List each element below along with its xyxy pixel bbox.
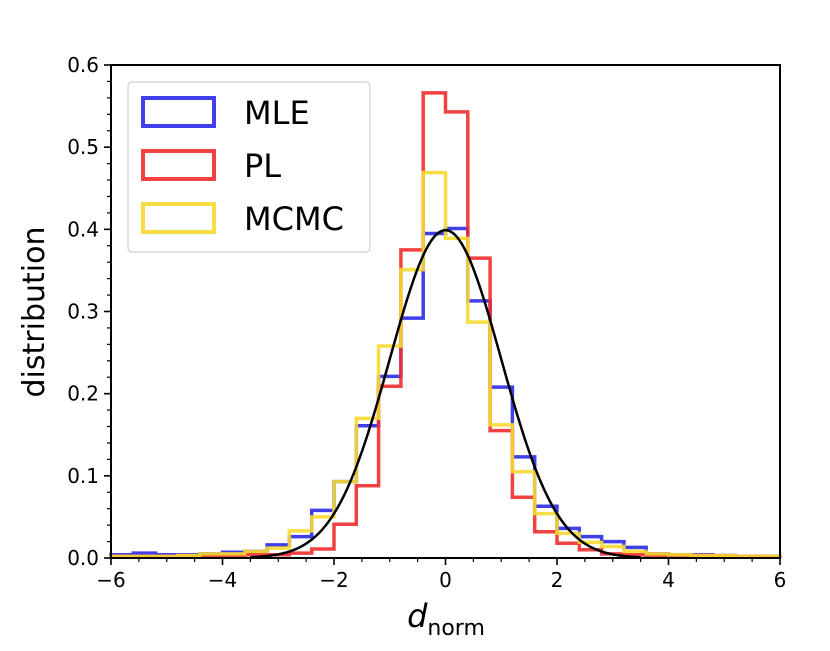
normal-curve-layer	[250, 228, 641, 559]
legend-label: MCMC	[244, 200, 344, 238]
histogram-outline-mle	[109, 226, 782, 559]
x-axis-label-main: d	[407, 597, 428, 635]
legend: MLE PL MCMC	[127, 81, 371, 253]
legend-label: MLE	[244, 94, 310, 132]
y-axis-label: distribution	[17, 227, 52, 398]
legend-entry-pl: PL	[141, 147, 281, 185]
series-mcmc	[109, 170, 782, 559]
legend-swatch	[141, 202, 216, 234]
histogram-series-layer	[109, 91, 782, 559]
y-tick-label: 0.0	[67, 546, 99, 570]
y-tick-label: 0.2	[67, 382, 99, 406]
x-tick-label: −2	[319, 568, 348, 592]
y-tick-label: 0.5	[67, 135, 99, 159]
legend-swatch	[141, 149, 216, 181]
legend-entry-mle: MLE	[141, 94, 310, 132]
x-tick-label: 2	[551, 568, 564, 592]
y-tick-label: 0.6	[67, 53, 99, 77]
y-tick-label: 0.1	[67, 464, 99, 488]
x-tick-label: 0	[439, 568, 452, 592]
x-tick-label: 6	[774, 568, 787, 592]
axes: −6 −4 −2 0 2 4 6 0.0 0.1 0.2 0.3 0.4 0.5 0.6	[67, 53, 786, 592]
x-axis-label-subscript: norm	[427, 616, 485, 641]
x-tick-label: −6	[96, 568, 125, 592]
x-tick-label: 4	[662, 568, 675, 592]
histogram-outline-mcmc	[109, 170, 782, 559]
y-tick-label: 0.3	[67, 300, 99, 324]
x-axis-label: dnorm	[407, 597, 485, 641]
legend-swatch	[141, 96, 216, 128]
normal-pdf-curve	[250, 228, 641, 559]
x-tick-label: −4	[208, 568, 237, 592]
legend-entry-mcmc: MCMC	[141, 200, 344, 238]
legend-label: PL	[244, 147, 281, 185]
series-mle	[109, 226, 782, 559]
y-tick-label: 0.4	[67, 217, 99, 241]
